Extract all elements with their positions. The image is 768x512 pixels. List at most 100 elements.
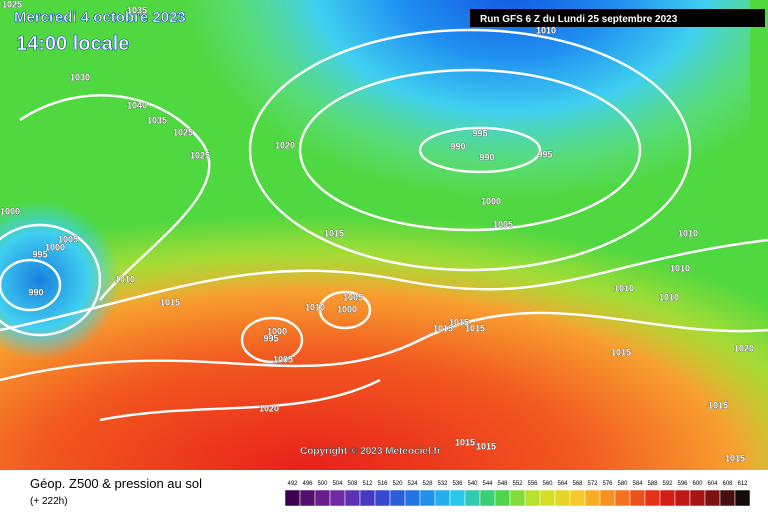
scale-label: 588 [647,481,658,487]
isobar-label: 1035 [147,115,167,125]
scale-swatch [689,489,706,507]
scale-label: 560 [542,481,553,487]
scale-swatch [494,489,511,507]
local-time: 14:00 locale [16,33,129,55]
isobar-label: 1010 [536,25,556,35]
isobar-label: 1030 [70,72,90,82]
isobar-label: 1010 [678,228,698,238]
color-scale: 492 496 500 504 508 512 516 520 524 528 532 536 540 5… [284,481,751,507]
isobar-label: 1010 [115,274,135,284]
scale-label: 608 [722,481,733,487]
scale-label: 528 [422,481,433,487]
isobar-label: 1015 [160,297,180,307]
scale-swatch [329,489,346,507]
scale-swatch [464,489,481,507]
isobar-label: 1015 [433,323,453,333]
isobar-label: 1015 [725,453,745,463]
scale-swatch [704,489,721,507]
run-info: Run GFS 6 Z du Lundi 25 septembre 2023 [480,14,678,25]
scale-label: 604 [707,481,718,487]
scale-label: 576 [602,481,613,487]
scale-label: 512 [362,481,373,487]
scale-swatch [719,489,736,507]
legend-title: Géop. Z500 & pression au sol [30,476,202,491]
isobar-label: 1015 [449,317,469,327]
isobar-label: 1005 [58,234,78,244]
isobar-label: 990 [479,152,494,162]
isobar-label: 1010 [305,302,325,312]
scale-label: 524 [407,481,418,487]
scale-label: 536 [452,481,463,487]
isobar-label: 1025 [190,150,210,160]
isobar-label: 995 [32,249,47,259]
scale-swatch [734,489,751,507]
isobar-label: 990 [450,141,465,151]
isobar-label: 1015 [476,441,496,451]
scale-label: 556 [527,481,538,487]
scale-swatch [629,489,646,507]
scale-swatch [614,489,631,507]
isobar-label: 1015 [708,400,728,410]
isobar-label: 1010 [659,292,679,302]
isobar-label: 1015 [455,437,475,447]
isobar-label: 995 [472,128,487,138]
scale-label: 600 [692,481,703,487]
isobar-label: 1015 [611,347,631,357]
isobar-label: 995 [537,149,552,159]
isobar-label: 1010 [670,263,690,273]
scale-label: 520 [392,481,403,487]
scale-swatch [584,489,601,507]
run-box [470,9,765,27]
isobar-label: 1005 [493,219,513,229]
isobar-label: 1020 [259,403,279,413]
scale-swatch [599,489,616,507]
isobar-label: 1035 [127,5,147,15]
scale-label: 500 [317,481,328,487]
scale-label: 584 [632,481,643,487]
scale-label: 596 [677,481,688,487]
scale-label: 564 [557,481,568,487]
scale-swatch [344,489,361,507]
scale-label: 540 [467,481,478,487]
isobar-label: 1015 [324,228,344,238]
isobar-label: 990 [28,287,43,297]
isobar-label: 1020 [275,140,295,150]
isobar-label: 1005 [273,354,293,364]
isobar-label: 995 [263,333,278,343]
scale-swatch [644,489,661,507]
lead-time: (+ 222h) [30,496,68,507]
isobars [0,28,768,422]
scale-swatch [299,489,316,507]
scale-label: 592 [662,481,673,487]
isobar-labels: 1035102510301040103510251025102010001005… [0,0,754,464]
isobar-label: 1025 [173,127,193,137]
valid-date: Mercredi 4 octobre 2023 [14,9,186,26]
isobar-label: 1000 [337,304,357,314]
scale-swatch [389,489,406,507]
isobar-label: 1000 [267,326,287,336]
scale-swatch [434,489,451,507]
scale-swatch [449,489,466,507]
isobar-label: 1025 [2,0,22,9]
isobar-label: 1000 [481,196,501,206]
scale-swatch [524,489,541,507]
isobar-label: 1000 [0,206,20,216]
isobar-label: 1010 [614,283,634,293]
scale-swatch [359,489,376,507]
scale-swatch [479,489,496,507]
scale-swatch [404,489,421,507]
scale-label: 568 [572,481,583,487]
scale-label: 544 [482,481,493,487]
scale-swatch [374,489,391,507]
isobar-label: 1015 [465,323,485,333]
scale-label: 516 [377,481,388,487]
scale-swatch [569,489,586,507]
scale-label: 548 [497,481,508,487]
scale-swatch [674,489,691,507]
scale-label: 612 [737,481,748,487]
isobar-label: 1020 [734,343,754,353]
isobar-label: 1040 [127,100,147,110]
scale-swatch [419,489,436,507]
isobar-label: 1000 [45,242,65,252]
